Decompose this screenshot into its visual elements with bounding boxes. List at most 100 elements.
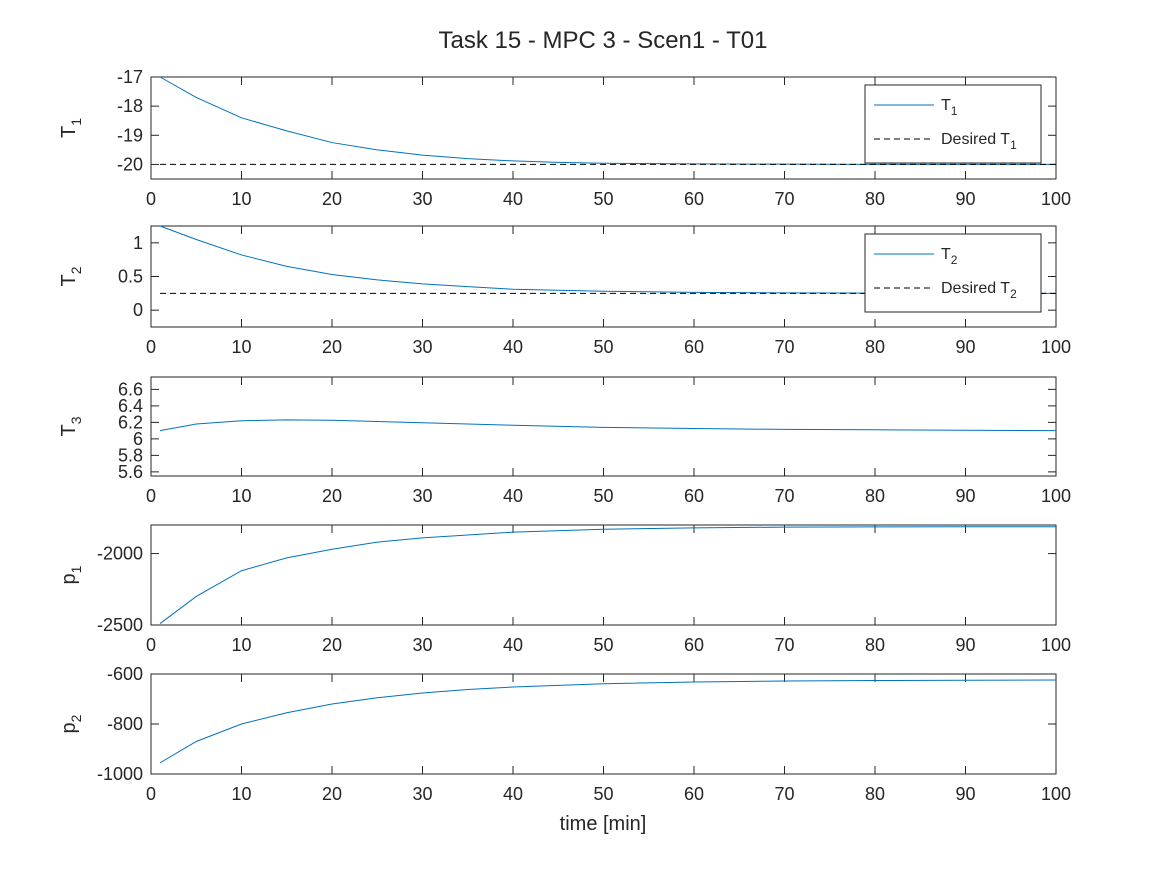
x-tick-label: 90 — [955, 486, 975, 506]
series-line — [159, 76, 1056, 165]
x-tick-label: 100 — [1041, 635, 1071, 655]
x-tick-label: 10 — [231, 784, 251, 804]
x-tick-label: 10 — [231, 189, 251, 209]
legend-box — [864, 233, 1042, 313]
x-tick-label: 40 — [503, 784, 523, 804]
y-axis-label-subscript: 1 — [68, 565, 84, 573]
x-tick-label: 50 — [593, 635, 613, 655]
x-tick-label: 20 — [322, 189, 342, 209]
y-tick-label: -20 — [117, 154, 143, 174]
x-tick-label: 30 — [412, 486, 432, 506]
legend-label-base: Desired T — [941, 131, 1010, 148]
legend-label-base: T — [941, 97, 951, 114]
x-tick-label: 40 — [503, 486, 523, 506]
x-tick-label: 20 — [322, 337, 342, 357]
y-tick-label: -1000 — [97, 764, 143, 784]
x-tick-label: 70 — [774, 635, 794, 655]
x-tick-label: 60 — [684, 635, 704, 655]
x-tick-label: 20 — [322, 784, 342, 804]
x-tick-label: 70 — [774, 784, 794, 804]
y-axis-label: T2 — [58, 266, 84, 286]
axes-box — [150, 376, 1057, 477]
y-tick-label: -800 — [107, 714, 143, 734]
legend-box — [864, 84, 1042, 164]
y-axis-label: T1 — [58, 118, 84, 138]
chart-title: Task 15 - MPC 3 - Scen1 - T01 — [438, 27, 767, 54]
x-tick-label: 70 — [774, 189, 794, 209]
x-tick-label: 40 — [503, 189, 523, 209]
y-axis-label-subscript: 1 — [68, 118, 84, 126]
x-tick-label: 60 — [684, 784, 704, 804]
series-line — [159, 526, 1056, 624]
axes-box — [150, 524, 1057, 626]
y-tick-label: 5.8 — [118, 445, 143, 465]
subplot-5: 0 10 20 30 40 50 60 70 80 90 100 -1000 -800 -600 p2 — [58, 664, 1071, 804]
x-tick-label: 80 — [865, 486, 885, 506]
x-tick-label: 100 — [1041, 486, 1071, 506]
y-tick-label: 0 — [133, 300, 143, 320]
legend-entry-label: T2 — [941, 246, 958, 267]
x-tick-label: 40 — [503, 337, 523, 357]
x-tick-label: 30 — [412, 337, 432, 357]
y-tick-label: 0.5 — [118, 267, 143, 287]
legend-label-subscript: 2 — [1010, 287, 1017, 301]
legend-label-subscript: 1 — [951, 104, 958, 118]
y-axis-label: p1 — [58, 565, 84, 584]
legend-label-subscript: 2 — [951, 253, 958, 267]
x-tick-label: 100 — [1041, 784, 1071, 804]
x-tick-label: 60 — [684, 337, 704, 357]
y-tick-label: 5.6 — [118, 462, 143, 482]
series-line — [159, 679, 1057, 764]
y-axis-label-base: T — [58, 126, 80, 138]
x-tick-label: 0 — [146, 784, 156, 804]
subplots-group: 0 10 20 30 40 50 60 70 80 90 100-20-19-18-17T1T1De… — [58, 67, 1071, 804]
y-axis-label-subscript: 2 — [68, 714, 84, 722]
x-tick-label: 70 — [774, 337, 794, 357]
y-axis-label-subscript: 3 — [68, 416, 84, 424]
y-tick-label: -18 — [117, 96, 143, 116]
subplot-4: 0 10 20 30 40 50 60 70 80 90 100 -2500 -2000 p1 — [58, 524, 1071, 655]
x-tick-label: 10 — [231, 635, 251, 655]
x-tick-label: 20 — [322, 635, 342, 655]
legend-label-base: Desired T — [941, 280, 1010, 297]
y-tick-label: 6.2 — [118, 412, 143, 432]
x-tick-label: 30 — [412, 189, 432, 209]
x-tick-label: 30 — [412, 784, 432, 804]
x-tick-label: 0 — [146, 635, 156, 655]
x-tick-label: 70 — [774, 486, 794, 506]
y-tick-label: -600 — [107, 664, 143, 684]
x-tick-label: 100 — [1041, 189, 1071, 209]
y-axis-label-subscript: 2 — [68, 266, 84, 274]
y-axis-label: p2 — [58, 714, 84, 733]
x-tick-label: 30 — [412, 635, 432, 655]
x-tick-label: 80 — [865, 635, 885, 655]
legend-label-base: T — [941, 246, 951, 263]
x-tick-label: 20 — [322, 486, 342, 506]
axes-box — [150, 673, 1057, 775]
x-tick-label: 40 — [503, 635, 523, 655]
legend-entry-label: T1 — [941, 97, 958, 118]
x-tick-label: 90 — [955, 784, 975, 804]
x-tick-label: 60 — [684, 189, 704, 209]
legend-entry-label: Desired T1 — [941, 131, 1017, 152]
x-tick-label: 50 — [593, 189, 613, 209]
x-tick-label: 10 — [231, 337, 251, 357]
x-tick-label: 90 — [955, 337, 975, 357]
subplot-1: 0 10 20 30 40 50 60 70 80 90 100-20-19-18-17T1T1De… — [58, 67, 1071, 209]
x-tick-label: 60 — [684, 486, 704, 506]
x-tick-label: 0 — [146, 337, 156, 357]
x-tick-label: 10 — [231, 486, 251, 506]
y-axis-label-base: T — [58, 274, 80, 286]
x-tick-label: 50 — [593, 337, 613, 357]
y-tick-label: 1 — [133, 233, 143, 253]
x-tick-label: 0 — [146, 189, 156, 209]
x-tick-label: 80 — [865, 784, 885, 804]
x-tick-label: 50 — [593, 486, 613, 506]
y-tick-label: -17 — [117, 67, 143, 87]
legend-label-subscript: 1 — [1010, 138, 1017, 152]
